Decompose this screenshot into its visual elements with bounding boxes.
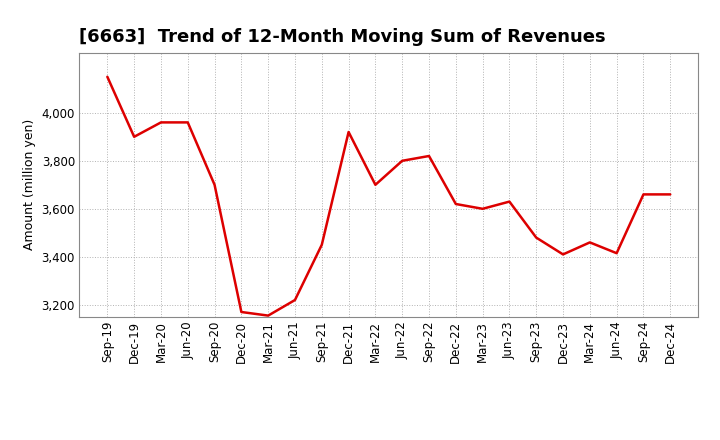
Text: [6663]  Trend of 12-Month Moving Sum of Revenues: [6663] Trend of 12-Month Moving Sum of R… <box>79 28 606 46</box>
Y-axis label: Amount (million yen): Amount (million yen) <box>23 119 36 250</box>
